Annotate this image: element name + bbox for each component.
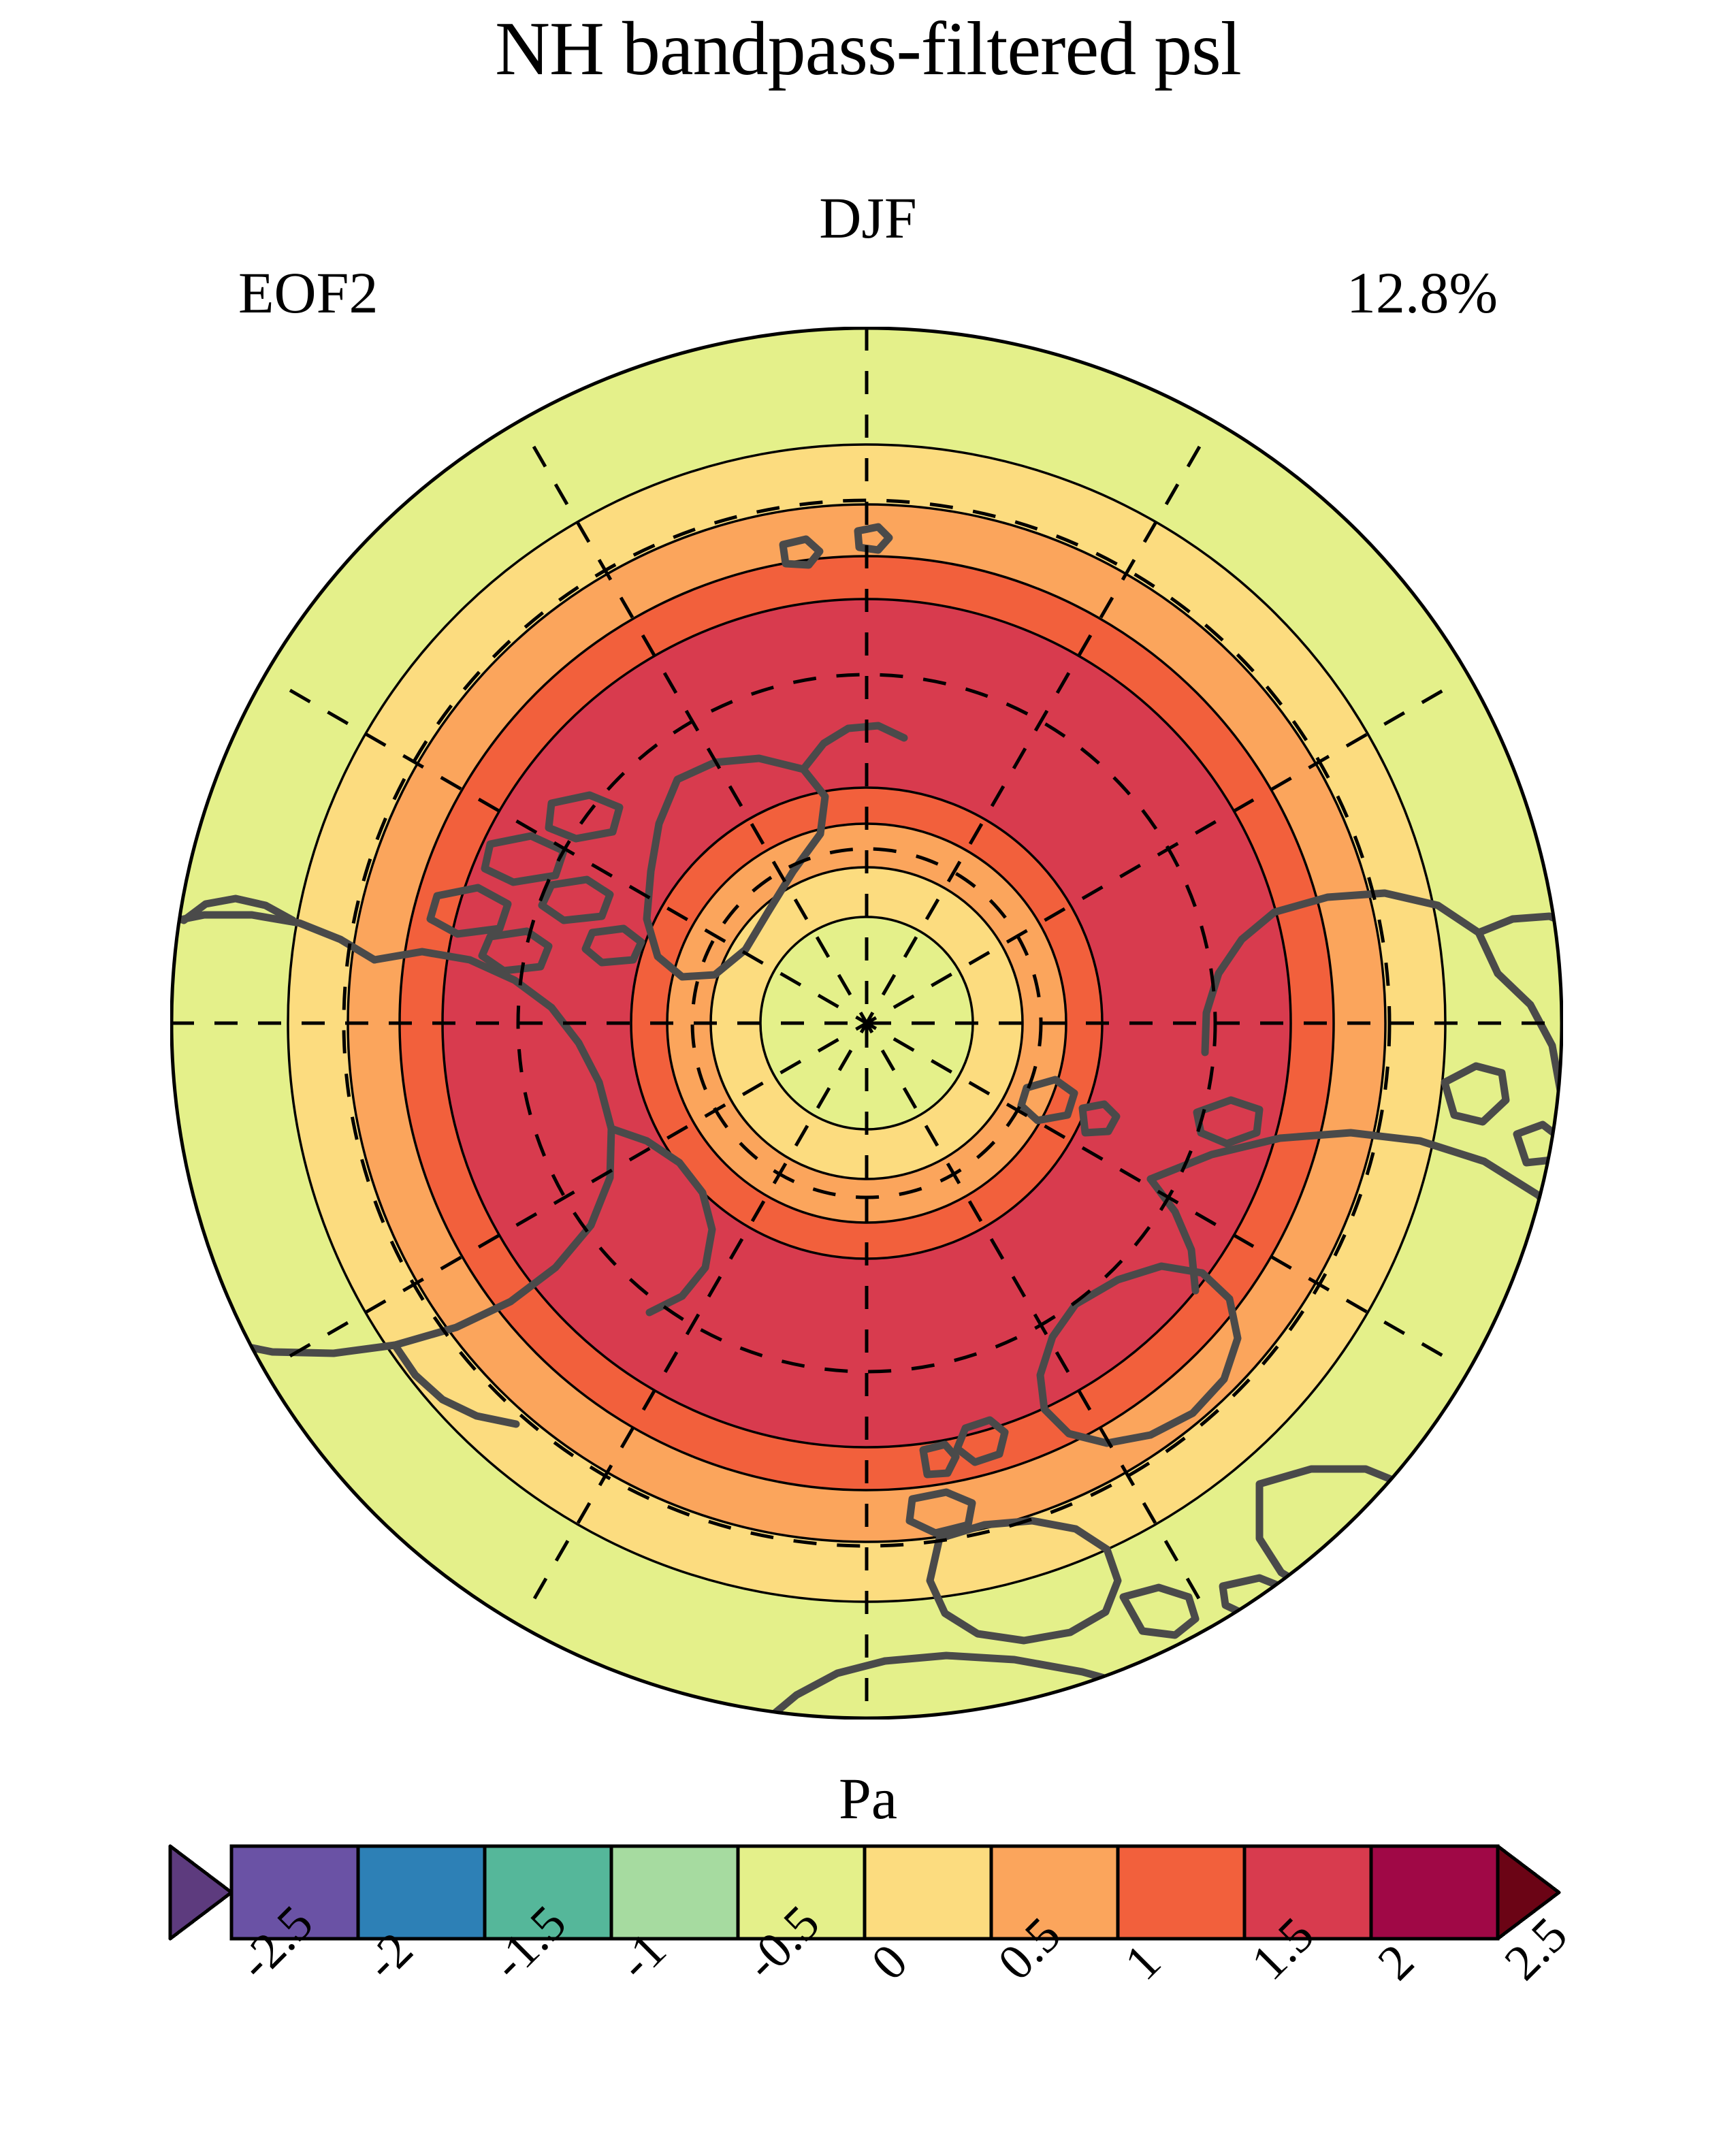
map-boundary xyxy=(170,327,1563,1720)
variance-label: 12.8% xyxy=(1346,260,1498,325)
coastlines xyxy=(171,523,1562,1719)
colorbar[interactable] xyxy=(0,1838,1736,1947)
page-title: NH bandpass-filtered psl xyxy=(495,7,1242,91)
colorbar-segments xyxy=(168,1844,1561,1941)
graticule xyxy=(171,327,1562,1719)
eof-label: EOF2 xyxy=(238,260,379,325)
colorbar-unit-label: Pa xyxy=(839,1766,897,1831)
colorbar-tick-labels: -2.5 -2 -1.5 -1 -0.5 0 0.5 1 1.5 2 2.5 xyxy=(0,1895,1736,2124)
season-label: DJF xyxy=(819,185,917,251)
polar-map xyxy=(170,327,1563,1720)
